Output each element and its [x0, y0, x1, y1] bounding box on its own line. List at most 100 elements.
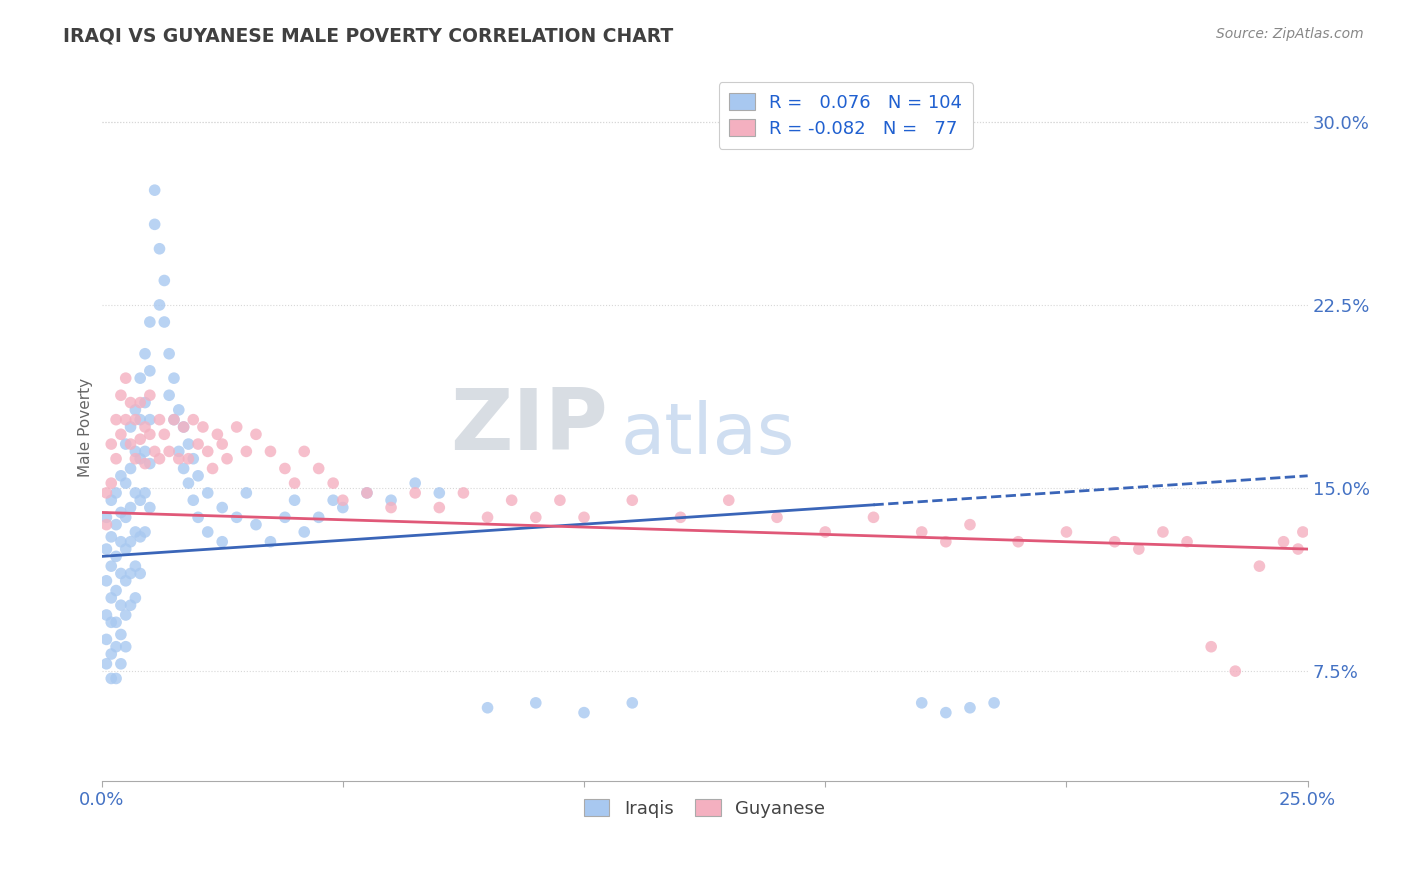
Point — [427, 486, 450, 500]
Point — [935, 534, 957, 549]
Point — [96, 510, 118, 524]
Point — [110, 505, 132, 519]
Point — [129, 530, 152, 544]
Point — [983, 696, 1005, 710]
Point — [129, 412, 152, 426]
Point — [134, 457, 156, 471]
Point — [1104, 534, 1126, 549]
Point — [197, 444, 219, 458]
Point — [187, 437, 209, 451]
Point — [110, 468, 132, 483]
Point — [110, 566, 132, 581]
Point — [139, 457, 162, 471]
Point — [148, 242, 170, 256]
Point — [669, 510, 692, 524]
Point — [100, 672, 122, 686]
Point — [356, 486, 378, 500]
Point — [167, 451, 190, 466]
Point — [235, 486, 257, 500]
Point — [477, 510, 499, 524]
Point — [105, 672, 128, 686]
Point — [427, 500, 450, 515]
Point — [100, 530, 122, 544]
Point — [114, 510, 136, 524]
Point — [1292, 524, 1315, 539]
Point — [139, 315, 162, 329]
Point — [139, 427, 162, 442]
Point — [157, 388, 180, 402]
Point — [153, 273, 176, 287]
Point — [134, 524, 156, 539]
Point — [96, 657, 118, 671]
Point — [501, 493, 523, 508]
Point — [621, 493, 644, 508]
Point — [173, 461, 195, 475]
Point — [380, 500, 402, 515]
Point — [114, 607, 136, 622]
Point — [120, 461, 142, 475]
Point — [124, 403, 146, 417]
Point — [139, 500, 162, 515]
Point — [322, 493, 344, 508]
Point — [105, 517, 128, 532]
Point — [177, 451, 200, 466]
Point — [548, 493, 571, 508]
Point — [215, 451, 238, 466]
Point — [143, 183, 166, 197]
Text: IRAQI VS GUYANESE MALE POVERTY CORRELATION CHART: IRAQI VS GUYANESE MALE POVERTY CORRELATI… — [63, 27, 673, 45]
Point — [114, 542, 136, 557]
Point — [524, 510, 547, 524]
Point — [157, 444, 180, 458]
Point — [96, 486, 118, 500]
Point — [100, 647, 122, 661]
Point — [120, 395, 142, 409]
Point — [153, 427, 176, 442]
Point — [292, 524, 315, 539]
Point — [1056, 524, 1078, 539]
Point — [572, 510, 595, 524]
Point — [96, 632, 118, 647]
Point — [124, 486, 146, 500]
Point — [163, 412, 186, 426]
Point — [100, 437, 122, 451]
Point — [1128, 542, 1150, 557]
Point — [96, 542, 118, 557]
Point — [308, 510, 330, 524]
Point — [124, 451, 146, 466]
Point — [935, 706, 957, 720]
Point — [181, 412, 204, 426]
Point — [100, 591, 122, 605]
Point — [129, 451, 152, 466]
Point — [105, 583, 128, 598]
Point — [308, 461, 330, 475]
Point — [110, 598, 132, 612]
Point — [259, 534, 281, 549]
Point — [245, 427, 267, 442]
Point — [292, 444, 315, 458]
Point — [148, 451, 170, 466]
Point — [96, 607, 118, 622]
Point — [181, 493, 204, 508]
Point — [284, 476, 307, 491]
Point — [114, 437, 136, 451]
Point — [245, 517, 267, 532]
Point — [766, 510, 789, 524]
Point — [177, 476, 200, 491]
Point — [110, 534, 132, 549]
Point — [134, 444, 156, 458]
Point — [173, 420, 195, 434]
Point — [1249, 559, 1271, 574]
Point — [129, 432, 152, 446]
Point — [572, 706, 595, 720]
Point — [380, 493, 402, 508]
Point — [284, 493, 307, 508]
Point — [167, 403, 190, 417]
Point — [143, 218, 166, 232]
Point — [114, 574, 136, 588]
Point — [148, 298, 170, 312]
Point — [105, 486, 128, 500]
Point — [911, 524, 934, 539]
Point — [124, 559, 146, 574]
Point — [110, 657, 132, 671]
Point — [717, 493, 740, 508]
